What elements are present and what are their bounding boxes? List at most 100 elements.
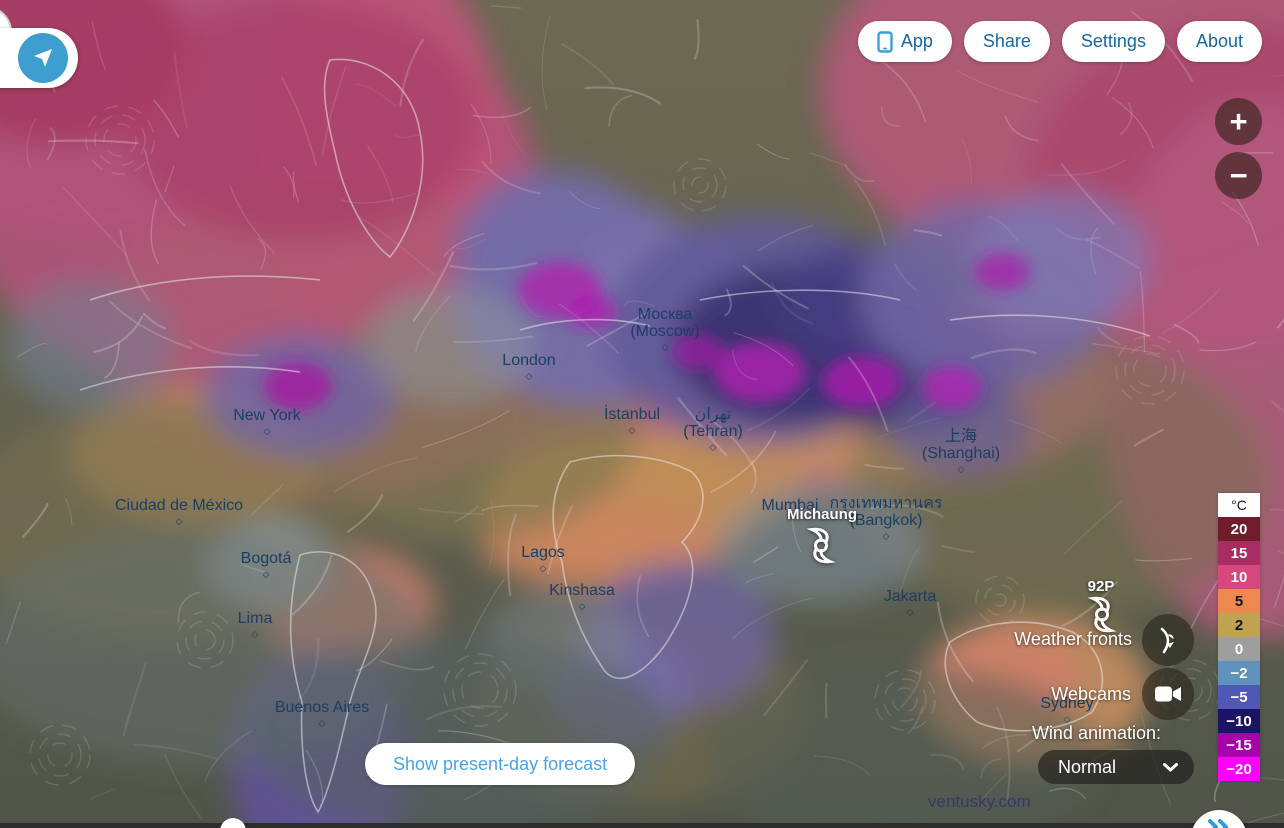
about-button[interactable]: About <box>1176 21 1262 62</box>
city-label[interactable]: 上海 (Shanghai) ◇ <box>922 428 1000 474</box>
city-label[interactable]: تهران (Tehran) ◇ <box>683 406 743 452</box>
cyclone-icon[interactable] <box>799 526 843 571</box>
city-marker-icon: ◇ <box>251 629 259 639</box>
city-label-line: (Tehran) <box>683 423 743 440</box>
city-label-line: Lima <box>237 610 273 627</box>
city-label-line: Jakarta <box>883 588 937 605</box>
city-label-line: Ciudad de México <box>114 497 244 514</box>
city-label-line: (Shanghai) <box>921 445 1001 462</box>
legend-cell: 20 <box>1218 517 1260 541</box>
wind-animation-value: Normal <box>1058 756 1117 777</box>
city-marker-icon: ◇ <box>262 569 270 579</box>
chevron-down-icon <box>1163 762 1178 771</box>
share-button[interactable]: Share <box>963 21 1050 62</box>
cyclone-icon[interactable] <box>1080 595 1124 640</box>
city-label-line: Москва <box>637 306 693 323</box>
plus-icon: + <box>1229 103 1248 139</box>
app-button[interactable]: App <box>857 21 952 62</box>
city-label[interactable]: Buenos Aires ◇ <box>275 699 369 728</box>
legend-cell: 2 <box>1218 613 1260 637</box>
city-label-line: Bogotá <box>240 550 292 567</box>
city-label[interactable]: Bogotá ◇ <box>241 550 292 579</box>
temperature-legend: °C 20 15 10 5 2 0 −2 −5 −10 −15 −20 <box>1218 493 1260 781</box>
legend-cell: −5 <box>1218 685 1260 709</box>
legend-cell: −10 <box>1218 709 1260 733</box>
legend-cell: −2 <box>1218 661 1260 685</box>
city-label-line: (Bangkok) <box>849 512 923 529</box>
webcams-label: Webcams <box>1051 684 1131 704</box>
fast-forward-button[interactable] <box>1191 810 1247 828</box>
zoom-in-button[interactable]: + <box>1215 98 1262 145</box>
webcams-button[interactable] <box>1142 668 1194 720</box>
legend-cell: 15 <box>1218 541 1260 565</box>
city-label-line: London <box>502 352 556 369</box>
city-label[interactable]: กรุงเทพมหานคร (Bangkok) ◇ <box>830 495 943 541</box>
city-marker-icon: ◇ <box>539 563 547 573</box>
city-label[interactable]: New York ◇ <box>233 407 301 436</box>
city-marker-icon: ◇ <box>318 718 326 728</box>
city-label-line: New York <box>233 407 301 424</box>
city-marker-icon: ◇ <box>628 425 636 435</box>
city-label-line: กรุงเทพมหานคร <box>829 495 943 512</box>
weather-fronts-label: Weather fronts <box>1014 629 1132 649</box>
minus-icon: − <box>1229 157 1248 193</box>
locate-button[interactable] <box>18 33 68 83</box>
city-label-line: Mumbai <box>761 497 819 514</box>
city-marker-icon: ◇ <box>882 531 890 541</box>
show-forecast-button[interactable]: Show present-day forecast <box>365 743 636 785</box>
wind-streamlines <box>5 5 1284 826</box>
weather-front-icon <box>1160 627 1174 654</box>
city-label[interactable]: İstanbul ◇ <box>604 406 660 435</box>
app-button-label: App <box>900 31 933 51</box>
city-marker-icon: ◇ <box>578 601 586 611</box>
city-label-line: Lagos <box>521 544 565 561</box>
watermark[interactable]: ventusky.com <box>928 792 1031 811</box>
legend-cell: 5 <box>1218 589 1260 613</box>
city-label[interactable]: Lagos ◇ <box>521 544 565 573</box>
share-button-label: Share <box>982 31 1031 51</box>
city-label[interactable]: Kinshasa ◇ <box>549 582 615 611</box>
wind-animation-select[interactable]: Normal <box>1038 750 1194 784</box>
legend-cell: 0 <box>1218 637 1260 661</box>
settings-button-label: Settings <box>1080 31 1146 51</box>
city-marker-icon: ◇ <box>957 464 965 474</box>
smartphone-icon <box>877 30 893 53</box>
city-marker-icon: ◇ <box>525 371 533 381</box>
about-button-label: About <box>1195 31 1243 51</box>
city-label-line: İstanbul <box>603 406 661 423</box>
city-marker-icon: ◇ <box>175 516 183 526</box>
locate-pill <box>0 28 78 88</box>
storm-name-label[interactable]: 92P <box>1087 578 1115 595</box>
city-label[interactable]: Москва (Moscow) ◇ <box>630 306 699 352</box>
city-label-line: تهران <box>694 406 732 423</box>
city-label-line: Kinshasa <box>549 582 615 599</box>
legend-cell: −20 <box>1218 757 1260 781</box>
city-label[interactable]: Sydney ◇ <box>1040 695 1093 724</box>
city-marker-icon: ◇ <box>263 426 271 436</box>
city-label-line: Buenos Aires <box>274 699 370 716</box>
navigation-arrow-icon <box>34 49 52 67</box>
wind-animation-label: Wind animation: <box>1031 723 1161 743</box>
legend-cell: −15 <box>1218 733 1260 757</box>
city-label[interactable]: Mumbai <box>762 497 819 514</box>
city-label[interactable]: London ◇ <box>502 352 555 381</box>
city-label-line: Sydney <box>1040 695 1094 712</box>
city-label[interactable]: Jakarta ◇ <box>884 588 936 617</box>
city-label-line: 上海 <box>944 428 977 445</box>
city-label[interactable]: Ciudad de México ◇ <box>115 497 243 526</box>
settings-button[interactable]: Settings <box>1061 21 1165 62</box>
city-label-line: (Moscow) <box>630 323 700 340</box>
city-label[interactable]: Lima ◇ <box>238 610 273 639</box>
timeline-bar[interactable] <box>0 823 1284 828</box>
city-marker-icon: ◇ <box>709 442 717 452</box>
weather-fronts-button[interactable] <box>1142 614 1194 666</box>
zoom-out-button[interactable]: − <box>1215 152 1262 199</box>
timeline-knob[interactable] <box>220 818 246 828</box>
legend-unit: °C <box>1218 493 1260 517</box>
header-toolbar: App Share Settings About <box>857 21 1262 62</box>
storm-name-label[interactable]: Michaung <box>787 506 857 523</box>
